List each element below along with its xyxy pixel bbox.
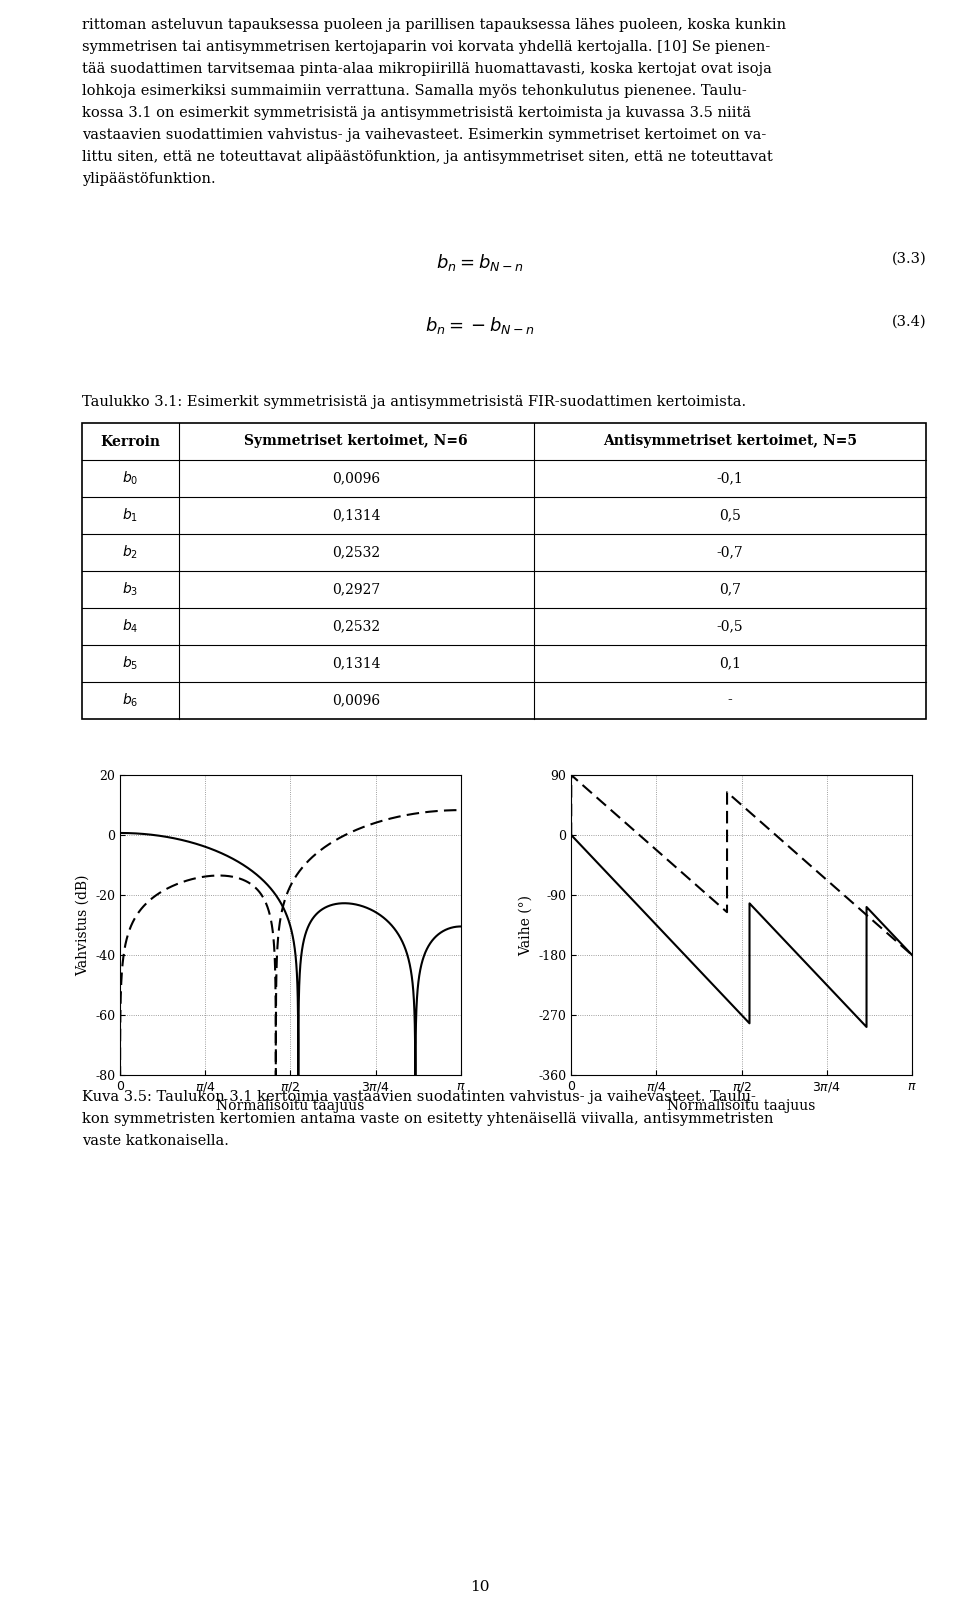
Text: $b_2$: $b_2$ xyxy=(122,545,138,561)
Text: 0,0096: 0,0096 xyxy=(332,693,380,707)
Text: $b_0$: $b_0$ xyxy=(122,470,138,487)
Text: 10: 10 xyxy=(470,1580,490,1593)
Text: Kuva 3.5: Taulukon 3.1 kertoimia vastaavien suodatinten vahvistus- ja vaihevaste: Kuva 3.5: Taulukon 3.1 kertoimia vastaav… xyxy=(82,1091,756,1104)
Text: Kerroin: Kerroin xyxy=(100,435,160,448)
Text: kossa 3.1 on esimerkit symmetrisistä ja antisymmetrisistä kertoimista ja kuvassa: kossa 3.1 on esimerkit symmetrisistä ja … xyxy=(82,106,751,119)
Text: Taulukko 3.1: Esimerkit symmetrisistä ja antisymmetrisistä FIR-suodattimen kerto: Taulukko 3.1: Esimerkit symmetrisistä ja… xyxy=(82,395,746,409)
Text: -0,5: -0,5 xyxy=(717,620,743,633)
Text: tää suodattimen tarvitsemaa pinta-alaa mikropiirillä huomattavasti, koska kertoj: tää suodattimen tarvitsemaa pinta-alaa m… xyxy=(82,61,772,76)
Text: ylipäästöfunktion.: ylipäästöfunktion. xyxy=(82,172,215,185)
Text: $b_6$: $b_6$ xyxy=(122,691,138,709)
Text: $b_5$: $b_5$ xyxy=(122,654,138,672)
Text: littu siten, että ne toteuttavat alipäästöfunktion, ja antisymmetriset siten, et: littu siten, että ne toteuttavat alipääs… xyxy=(82,150,773,164)
X-axis label: Normalisoitu taajuus: Normalisoitu taajuus xyxy=(667,1099,816,1113)
Y-axis label: Vaihe (°): Vaihe (°) xyxy=(518,894,533,955)
Text: vaste katkonaisella.: vaste katkonaisella. xyxy=(82,1134,228,1149)
Text: lohkoja esimerkiksi summaimiin verrattuna. Samalla myös tehonkulutus pienenee. T: lohkoja esimerkiksi summaimiin verrattun… xyxy=(82,84,746,98)
Text: 0,2927: 0,2927 xyxy=(332,583,380,596)
Text: vastaavien suodattimien vahvistus- ja vaihevasteet. Esimerkin symmetriset kertoi: vastaavien suodattimien vahvistus- ja va… xyxy=(82,127,766,142)
Text: 0,7: 0,7 xyxy=(719,583,741,596)
Text: -: - xyxy=(728,693,732,707)
Text: Symmetriset kertoimet, N=6: Symmetriset kertoimet, N=6 xyxy=(245,435,468,448)
Text: $b_4$: $b_4$ xyxy=(122,617,138,635)
Text: symmetrisen tai antisymmetrisen kertojaparin voi korvata yhdellä kertojalla. [10: symmetrisen tai antisymmetrisen kertojap… xyxy=(82,40,770,55)
Y-axis label: Vahvistus (dB): Vahvistus (dB) xyxy=(76,875,89,976)
Text: kon symmetristen kertomien antama vaste on esitetty yhtenäisellä viivalla, antis: kon symmetristen kertomien antama vaste … xyxy=(82,1112,773,1126)
Text: $b_n = -b_{N-n}$: $b_n = -b_{N-n}$ xyxy=(425,316,535,337)
Text: (3.3): (3.3) xyxy=(892,251,926,266)
Text: 0,0096: 0,0096 xyxy=(332,472,380,485)
Text: 0,1: 0,1 xyxy=(719,657,741,670)
Text: 0,1314: 0,1314 xyxy=(332,509,380,522)
Text: 0,2532: 0,2532 xyxy=(332,546,380,559)
Text: -0,7: -0,7 xyxy=(716,546,743,559)
Text: Antisymmetriset kertoimet, N=5: Antisymmetriset kertoimet, N=5 xyxy=(603,435,857,448)
Text: $b_n = b_{N-n}$: $b_n = b_{N-n}$ xyxy=(436,251,524,272)
Text: $b_3$: $b_3$ xyxy=(122,582,138,598)
Text: rittoman asteluvun tapauksessa puoleen ja parillisen tapauksessa lähes puoleen, : rittoman asteluvun tapauksessa puoleen j… xyxy=(82,18,785,32)
Text: 0,5: 0,5 xyxy=(719,509,741,522)
Text: 0,2532: 0,2532 xyxy=(332,620,380,633)
Text: 0,1314: 0,1314 xyxy=(332,657,380,670)
Text: $b_1$: $b_1$ xyxy=(122,507,138,524)
Text: (3.4): (3.4) xyxy=(892,316,926,329)
Text: -0,1: -0,1 xyxy=(716,472,743,485)
X-axis label: Normalisoitu taajuus: Normalisoitu taajuus xyxy=(216,1099,365,1113)
